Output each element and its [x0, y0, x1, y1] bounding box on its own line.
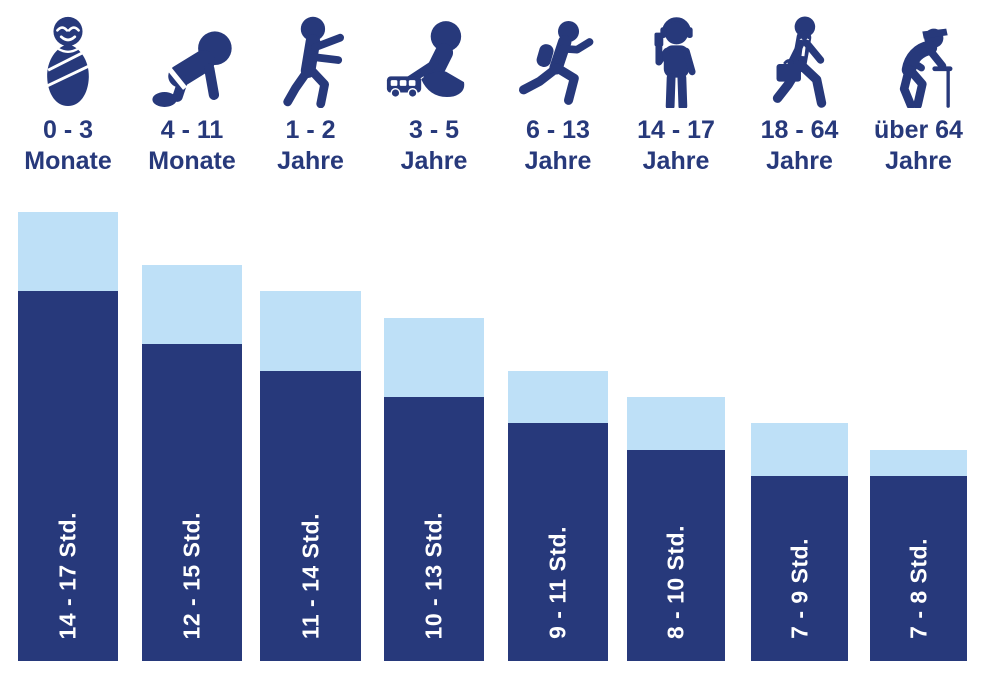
age-range-label: 0 - 3 — [42, 116, 94, 144]
age-unit-label: Jahre — [400, 147, 468, 175]
sleep-range-bar-min-segment — [751, 476, 848, 661]
age-group-column: 0 - 3 Monate 14 - 17 Std. — [18, 0, 118, 661]
sleep-hours-label: 7 - 8 Std. — [905, 538, 931, 639]
age-group-column: 3 - 5 Jahre 10 - 13 Std. — [384, 0, 484, 661]
senior-with-cane-icon — [899, 28, 953, 108]
teen-with-phone-icon — [653, 17, 696, 108]
sleep-hours-label: 9 - 11 Std. — [544, 526, 571, 639]
sleep-range-bar-max-segment: 7 - 9 Std. — [751, 423, 848, 661]
swaddled-baby-icon — [47, 16, 89, 107]
age-group-column: 6 - 13 Jahre 9 - 11 Std. — [508, 0, 608, 661]
age-range-label: 18 - 64 — [760, 116, 839, 144]
age-unit-label: Jahre — [524, 147, 592, 175]
sleep-hours-label: 12 - 15 Std. — [178, 511, 205, 639]
age-unit-label: Jahre — [766, 147, 833, 175]
age-range-label: 6 - 13 — [526, 116, 590, 144]
sleep-hours-label: 8 - 10 Std. — [662, 524, 689, 639]
age-group-icon-slot — [508, 8, 608, 108]
school-child-running-icon — [519, 20, 594, 105]
age-group-icon-slot — [18, 8, 118, 108]
age-group-icon-slot — [384, 8, 484, 108]
sleep-range-bar-min-segment — [870, 476, 967, 661]
adult-with-briefcase-icon — [772, 16, 826, 108]
age-group-icon-slot — [260, 8, 361, 108]
sleep-range-bar-min-segment — [142, 344, 242, 661]
sleep-hours-label: 14 - 17 Std. — [54, 511, 81, 639]
age-range-label: 1 - 2 — [285, 116, 336, 144]
age-unit-label: Jahre — [277, 147, 344, 175]
sleep-range-bar-min-segment — [627, 449, 725, 661]
age-group-icon-slot — [142, 8, 242, 108]
age-group-column: über 64 Jahre 7 - 8 Std. — [870, 0, 967, 661]
sleep-range-bar-max-segment: 8 - 10 Std. — [627, 397, 725, 661]
sleep-range-bar-max-segment: 7 - 8 Std. — [870, 449, 967, 661]
age-group-icon-slot — [627, 8, 725, 108]
age-range-label: über 64 — [874, 116, 963, 144]
sleep-range-bar-min-segment — [384, 397, 484, 661]
sleep-range-bar-max-segment: 9 - 11 Std. — [508, 370, 608, 661]
age-unit-label: Monate — [148, 147, 236, 175]
sleep-range-bar-max-segment: 10 - 13 Std. — [384, 317, 484, 661]
age-group-column: 14 - 17 Jahre 8 - 10 Std. — [627, 0, 725, 661]
age-unit-label: Jahre — [642, 147, 710, 175]
sleep-range-bar-min-segment — [508, 423, 608, 661]
sleep-range-bar-max-segment: 12 - 15 Std. — [142, 265, 242, 661]
sleep-hours-label: 10 - 13 Std. — [420, 511, 447, 639]
age-group-column: 1 - 2 Jahre 11 - 14 Std. — [260, 0, 361, 661]
sleep-hours-label: 7 - 9 Std. — [786, 538, 812, 639]
toddler-walking-icon — [282, 16, 344, 108]
sleep-range-bar-min-segment — [18, 291, 118, 661]
age-group-column: 18 - 64 Jahre 7 - 9 Std. — [751, 0, 848, 661]
sleep-range-bar-max-segment: 14 - 17 Std. — [18, 212, 118, 661]
crawling-baby-icon — [151, 31, 232, 107]
age-range-label: 14 - 17 — [637, 116, 715, 144]
age-range-label: 3 - 5 — [408, 116, 460, 144]
age-group-icon-slot — [870, 8, 967, 108]
age-group-icon-slot — [751, 8, 848, 108]
age-unit-label: Jahre — [885, 147, 952, 175]
sleep-range-bar-min-segment — [260, 370, 361, 661]
age-group-column: 4 - 11 Monate 12 - 15 Std. — [142, 0, 242, 661]
child-playing-icon — [386, 21, 464, 99]
sleep-hours-label: 11 - 14 Std. — [297, 512, 323, 639]
sleep-range-bar-max-segment: 11 - 14 Std. — [260, 291, 361, 661]
age-range-label: 4 - 11 — [160, 116, 224, 144]
age-unit-label: Monate — [24, 147, 112, 175]
